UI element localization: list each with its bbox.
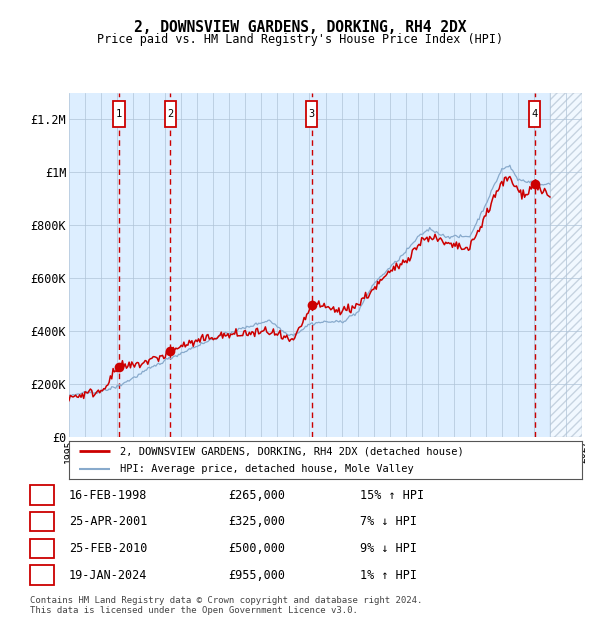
Bar [550, 93, 582, 437]
Text: 2, DOWNSVIEW GARDENS, DORKING, RH4 2DX: 2, DOWNSVIEW GARDENS, DORKING, RH4 2DX [134, 20, 466, 35]
Text: 2, DOWNSVIEW GARDENS, DORKING, RH4 2DX (detached house): 2, DOWNSVIEW GARDENS, DORKING, RH4 2DX (… [121, 446, 464, 456]
FancyBboxPatch shape [529, 101, 541, 127]
Text: HPI: Average price, detached house, Mole Valley: HPI: Average price, detached house, Mole… [121, 464, 414, 474]
FancyBboxPatch shape [113, 101, 125, 127]
Text: 2: 2 [38, 516, 46, 527]
Text: £955,000: £955,000 [228, 569, 285, 582]
Text: 25-FEB-2010: 25-FEB-2010 [69, 542, 148, 555]
Text: 4: 4 [38, 570, 46, 580]
Text: 19-JAN-2024: 19-JAN-2024 [69, 569, 148, 582]
Text: 4: 4 [532, 109, 538, 119]
Text: 15% ↑ HPI: 15% ↑ HPI [360, 489, 424, 502]
Text: 16-FEB-1998: 16-FEB-1998 [69, 489, 148, 502]
Text: Contains HM Land Registry data © Crown copyright and database right 2024.
This d: Contains HM Land Registry data © Crown c… [30, 596, 422, 615]
Text: 3: 3 [309, 109, 315, 119]
Text: £325,000: £325,000 [228, 515, 285, 528]
FancyBboxPatch shape [165, 101, 176, 127]
Text: 1: 1 [116, 109, 122, 119]
Text: 25-APR-2001: 25-APR-2001 [69, 515, 148, 528]
Text: 7% ↓ HPI: 7% ↓ HPI [360, 515, 417, 528]
FancyBboxPatch shape [306, 101, 317, 127]
Text: 9% ↓ HPI: 9% ↓ HPI [360, 542, 417, 555]
Text: 3: 3 [38, 543, 46, 554]
Text: Price paid vs. HM Land Registry's House Price Index (HPI): Price paid vs. HM Land Registry's House … [97, 33, 503, 46]
Text: £265,000: £265,000 [228, 489, 285, 502]
Text: 1% ↑ HPI: 1% ↑ HPI [360, 569, 417, 582]
Text: 1: 1 [38, 490, 46, 500]
Text: £500,000: £500,000 [228, 542, 285, 555]
Text: 2: 2 [167, 109, 173, 119]
